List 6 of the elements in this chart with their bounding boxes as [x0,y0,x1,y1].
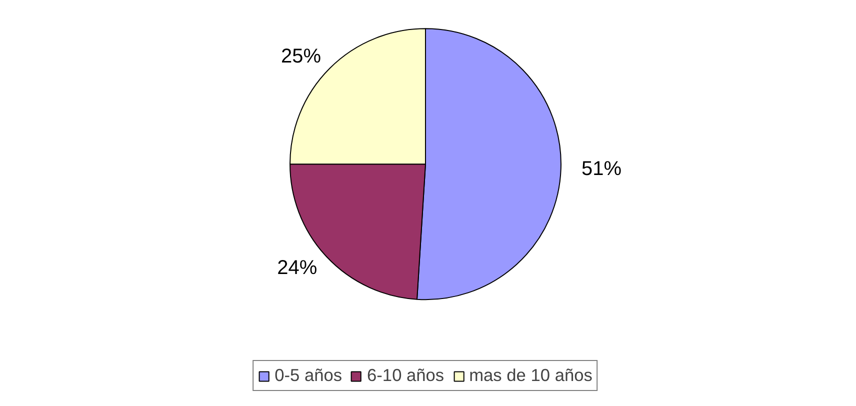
data-label: 51% [582,158,622,180]
legend-label: 6-10 años [367,365,444,386]
data-label: 25% [280,46,322,68]
data-label: 24% [277,257,318,280]
legend-label: 0-5 años [274,365,342,386]
legend-label: mas de 10 años [469,365,592,386]
